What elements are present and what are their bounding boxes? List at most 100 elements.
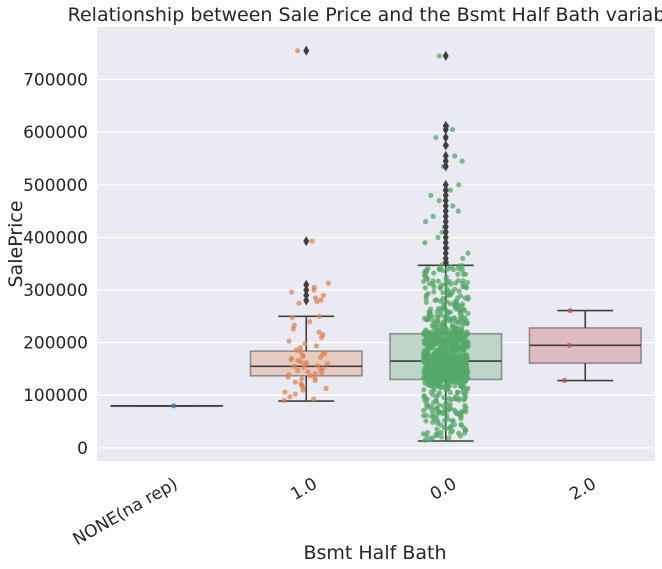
strip-point [446, 315, 452, 321]
strip-point [436, 198, 442, 204]
strip-point [461, 271, 467, 277]
strip-point [462, 365, 469, 371]
strip-point [447, 401, 453, 408]
strip-point [457, 311, 463, 317]
strip-point [441, 394, 447, 400]
strip-point [430, 359, 436, 365]
strip-point [441, 329, 447, 335]
strip-point [434, 370, 440, 376]
strip-point [452, 368, 459, 374]
strip-point [319, 334, 325, 340]
strip-point [305, 368, 311, 375]
strip-point [452, 336, 458, 343]
strip-point [438, 429, 444, 436]
strip-point [450, 379, 456, 385]
strip-point [443, 281, 449, 287]
strip-point [431, 270, 437, 276]
strip-point [300, 387, 306, 393]
outlier-marker [442, 156, 449, 167]
strip-point [458, 327, 465, 333]
strip-point [290, 326, 296, 332]
strip-point [431, 340, 437, 346]
strip-point [439, 305, 445, 312]
strip-point [444, 412, 450, 419]
y-tick-label: 0 [77, 439, 88, 459]
box-1 [110, 404, 224, 408]
outlier-marker [442, 232, 449, 243]
strip-point [434, 313, 441, 319]
strip-point [450, 331, 456, 337]
outlier-marker [303, 236, 310, 247]
strip-point [438, 366, 444, 372]
strip-point [309, 238, 315, 244]
strip-point [424, 370, 431, 377]
strip-point [452, 286, 458, 292]
strip-point [314, 299, 320, 305]
strip-point [452, 383, 458, 389]
strip-point [458, 361, 464, 367]
strip-point [428, 192, 434, 198]
strip-point [444, 371, 450, 377]
outlier-marker [442, 242, 449, 253]
strip-point [452, 153, 458, 159]
strip-point [430, 281, 436, 287]
strip-point [459, 301, 466, 307]
strip-point [423, 299, 429, 305]
strip-point [447, 187, 454, 193]
outlier-marker [442, 179, 449, 190]
strip-point [426, 316, 432, 323]
strip-point [440, 372, 446, 378]
strip-point [436, 349, 442, 355]
strip-point [424, 433, 430, 439]
outlier-marker [442, 206, 449, 217]
strip-point [420, 413, 427, 419]
outlier-marker [442, 50, 449, 61]
strip-point [442, 382, 449, 388]
y-tick-label: 100000 [23, 386, 88, 406]
strip-point [426, 376, 432, 382]
strip-point [421, 375, 427, 381]
strip-point [425, 360, 432, 366]
y-tick-label: 600000 [23, 123, 88, 143]
strip-point [455, 278, 461, 284]
grid-lines [97, 79, 655, 449]
strip-point [455, 271, 461, 277]
strip-point [443, 400, 449, 406]
strip-point [295, 367, 301, 374]
strip-point [302, 341, 308, 347]
strip-point [462, 403, 468, 409]
strip-point [311, 396, 317, 402]
strip-point [317, 354, 324, 360]
strip-point [458, 353, 464, 360]
outlier-marker [442, 161, 449, 172]
strip-point [465, 296, 471, 302]
strip-point [444, 309, 450, 315]
outlier-marker [442, 200, 449, 211]
strip-point [453, 410, 459, 417]
strip-point [423, 366, 429, 372]
strip-point [430, 419, 436, 425]
strip-point [439, 229, 445, 235]
strip-point [434, 432, 440, 439]
strip-point [446, 395, 452, 401]
strip-point [425, 345, 431, 351]
strip-point [289, 314, 296, 320]
strip-point [291, 363, 297, 369]
strip-point [451, 422, 458, 428]
strip-point [426, 352, 432, 358]
strip-point [421, 278, 427, 285]
strip-point [425, 265, 431, 272]
strip-point [462, 395, 468, 402]
strip-point [434, 297, 440, 303]
strip-point [446, 288, 452, 294]
strip-point [456, 430, 462, 436]
outlier-marker [303, 279, 310, 290]
strip-point [423, 330, 429, 336]
y-tick-label: 400000 [23, 228, 88, 248]
strip-point [447, 301, 454, 307]
strip-point [323, 385, 329, 392]
box-4 [528, 309, 642, 382]
strip-point [316, 329, 322, 335]
strip-point [459, 267, 465, 273]
